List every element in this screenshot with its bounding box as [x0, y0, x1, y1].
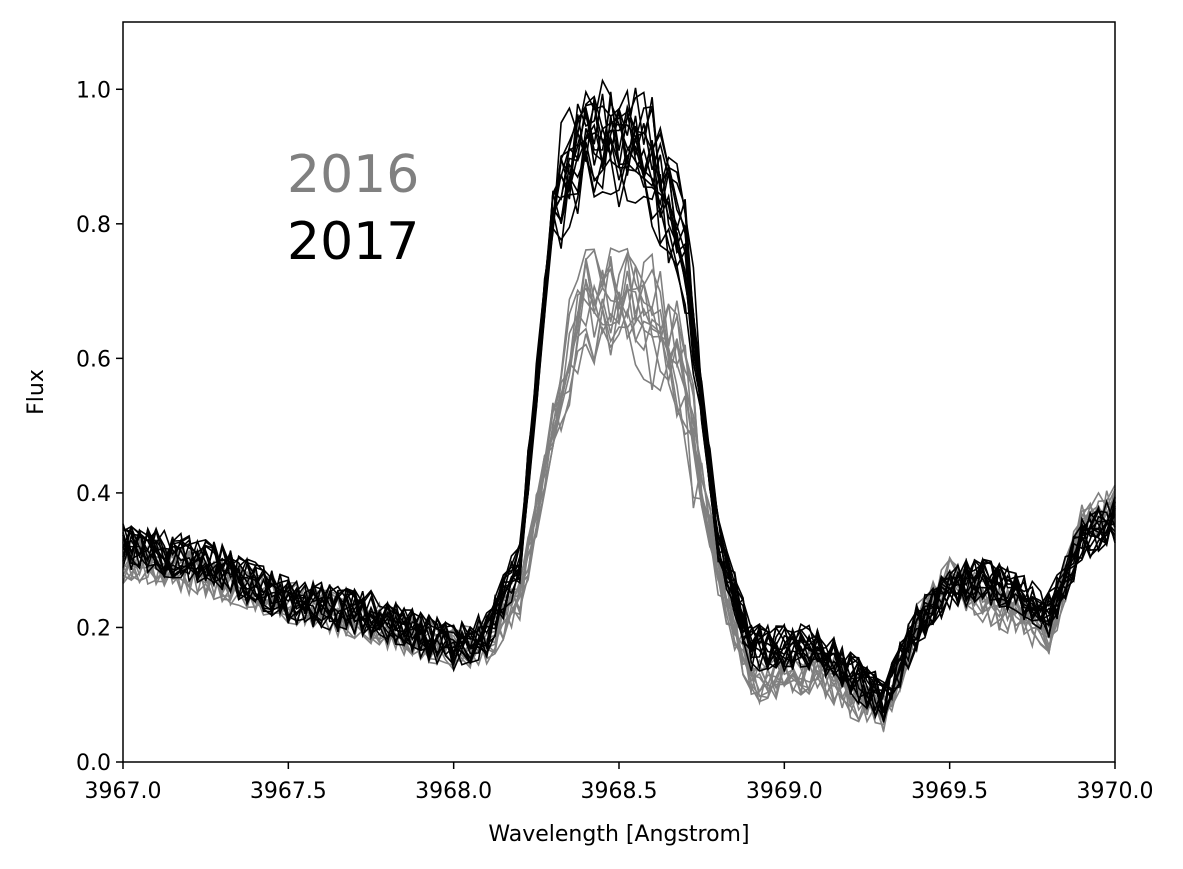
spectrum-line-2017-6: [122, 145, 1116, 722]
spectrum-line-2017-16: [122, 93, 1116, 695]
spectrum-line-2017-11: [122, 98, 1116, 705]
year-label-2016: 2016: [287, 145, 419, 205]
x-tick-label: 3967.5: [250, 779, 327, 804]
spectrum-line-2017-10: [122, 87, 1116, 723]
spectrum-line-2017-4: [122, 99, 1116, 721]
series-layer: [122, 78, 1116, 734]
spectrum-line-2016-4: [122, 308, 1116, 716]
spectrum-line-2016-5: [122, 302, 1116, 715]
y-tick-label: 0.6: [76, 347, 111, 372]
x-tick-label: 3969.0: [746, 779, 823, 804]
x-tick-label: 3970.0: [1077, 779, 1154, 804]
y-tick-label: 1.0: [76, 78, 111, 103]
spectrum-line-2017-13: [122, 123, 1116, 706]
spectrum-line-2016-6: [122, 270, 1116, 734]
x-tick-label: 3969.5: [911, 779, 988, 804]
ticks-layer: 3967.0 3967.5 3968.0 3968.5 3969.0 3969.5 3970…: [76, 78, 1153, 804]
y-tick-label: 0.0: [76, 751, 111, 776]
x-tick-label: 3968.5: [581, 779, 658, 804]
spectrum-line-2016-2: [122, 279, 1116, 722]
spectrum-line-2016-10: [122, 251, 1116, 732]
y-tick-label: 0.8: [76, 213, 111, 238]
year-label-2017: 2017: [287, 212, 419, 272]
spectrum-line-2017-8: [122, 108, 1116, 712]
y-tick-label: 0.2: [76, 616, 111, 641]
y-tick-label: 0.4: [76, 482, 111, 507]
plot-frame: [122, 21, 1116, 763]
spectrum-line-2017-5: [122, 135, 1116, 722]
x-tick-label: 3968.0: [415, 779, 492, 804]
y-axis-label: Flux: [24, 369, 49, 415]
spectrum-line-2016-9: [122, 308, 1116, 724]
spectrum-line-2016-3: [122, 286, 1116, 726]
x-axis-label: Wavelength [Angstrom]: [488, 822, 749, 847]
x-tick-label: 3967.0: [85, 779, 162, 804]
spectrum-line-2017-14: [122, 91, 1116, 712]
